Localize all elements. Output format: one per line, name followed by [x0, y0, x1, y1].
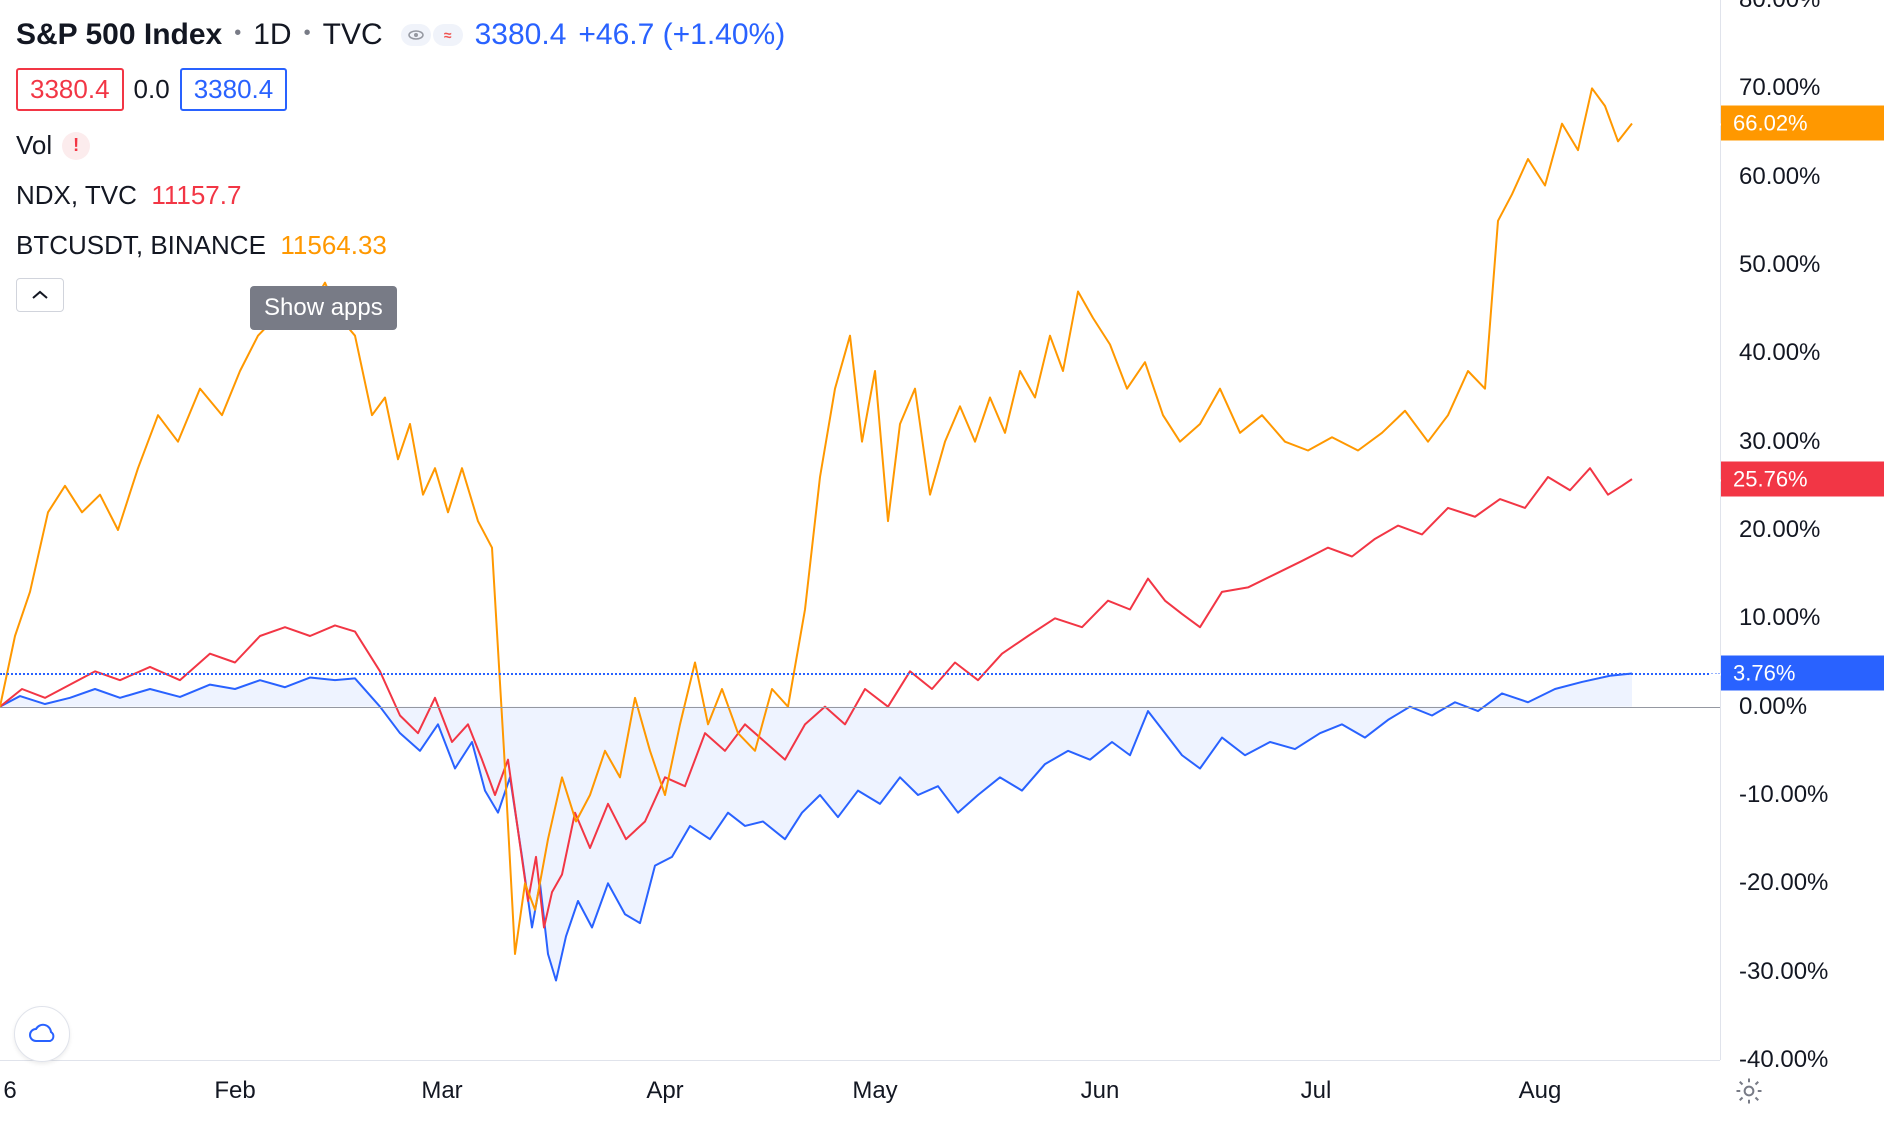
compare-ndx-ticker: NDX, TVC — [16, 180, 137, 210]
symbol-name[interactable]: S&P 500 Index — [16, 18, 222, 52]
x-tick-label: May — [852, 1077, 897, 1105]
separator-dot: • — [304, 22, 311, 45]
y-tick-label: 50.00% — [1739, 251, 1820, 279]
separator-dot: • — [234, 22, 241, 45]
compare-ndx-value: 11157.7 — [151, 180, 241, 210]
tooltip: Show apps — [250, 286, 397, 330]
price-flag[interactable]: 66.02% — [1721, 106, 1884, 141]
chart-title-row: S&P 500 Index • 1D • TVC ≈ 3380.4 +46.7 … — [16, 18, 785, 52]
series-ndx[interactable] — [0, 468, 1632, 927]
x-tick-label: Aug — [1519, 1077, 1562, 1105]
price-box-close: 3380.4 — [180, 68, 288, 111]
y-tick-label: 80.00% — [1739, 0, 1820, 14]
chart-canvas — [0, 0, 1720, 1060]
warning-icon[interactable]: ! — [62, 132, 90, 160]
series-spx[interactable] — [0, 673, 1632, 980]
visibility-toggle[interactable] — [401, 24, 431, 46]
compare-indicator-icon[interactable]: ≈ — [433, 24, 463, 46]
source-label: TVC — [323, 18, 383, 52]
settings-icon[interactable] — [1734, 1076, 1764, 1106]
y-tick-label: -40.00% — [1739, 1046, 1828, 1074]
reference-line — [0, 673, 1720, 675]
compare-btc-row[interactable]: BTCUSDT, BINANCE 11564.33 — [16, 230, 387, 261]
y-tick-label: 60.00% — [1739, 163, 1820, 191]
y-tick-label: -10.00% — [1739, 781, 1828, 809]
y-tick-label: 10.00% — [1739, 604, 1820, 632]
compare-ndx-row[interactable]: NDX, TVC 11157.7 — [16, 180, 241, 211]
y-tick-label: -20.00% — [1739, 869, 1828, 897]
y-tick-label: 70.00% — [1739, 74, 1820, 102]
price-flag[interactable]: 3.76% — [1721, 656, 1884, 691]
y-tick-label: 20.00% — [1739, 516, 1820, 544]
x-tick-label: Apr — [646, 1077, 683, 1105]
price-change: +46.7 (+1.40%) — [578, 18, 785, 52]
x-tick-label: Feb — [214, 1077, 255, 1105]
ohlc-row: 3380.4 0.0 3380.4 — [16, 68, 287, 111]
series-btcusdt[interactable] — [0, 88, 1632, 954]
x-tick-label: Jul — [1301, 1077, 1332, 1105]
price-flag[interactable]: 25.76% — [1721, 462, 1884, 497]
y-tick-label: 30.00% — [1739, 428, 1820, 456]
volume-row[interactable]: Vol ! — [16, 130, 90, 161]
y-axis[interactable]: 80.00% 70.00% 60.00% 50.00% 40.00% 30.00% 20.0… — [1720, 0, 1884, 1060]
compare-btc-ticker: BTCUSDT, BINANCE — [16, 230, 266, 260]
y-tick-label: -30.00% — [1739, 958, 1828, 986]
price-mid: 0.0 — [134, 74, 170, 105]
compare-btc-value: 11564.33 — [280, 230, 387, 260]
screenshot-button[interactable] — [14, 1006, 70, 1062]
last-price: 3380.4 — [475, 18, 567, 52]
x-axis[interactable]: 6 Feb Mar Apr May Jun Jul Aug — [0, 1060, 1720, 1124]
volume-label: Vol — [16, 130, 52, 161]
y-tick-label: 40.00% — [1739, 339, 1820, 367]
zero-gridline — [0, 707, 1720, 708]
interval-label[interactable]: 1D — [253, 18, 291, 52]
x-tick-label: 6 — [3, 1077, 16, 1105]
collapse-legend-button[interactable] — [16, 278, 64, 312]
price-box-open: 3380.4 — [16, 68, 124, 111]
y-tick-label: 0.00% — [1739, 693, 1807, 721]
x-tick-label: Jun — [1081, 1077, 1120, 1105]
x-tick-label: Mar — [421, 1077, 462, 1105]
